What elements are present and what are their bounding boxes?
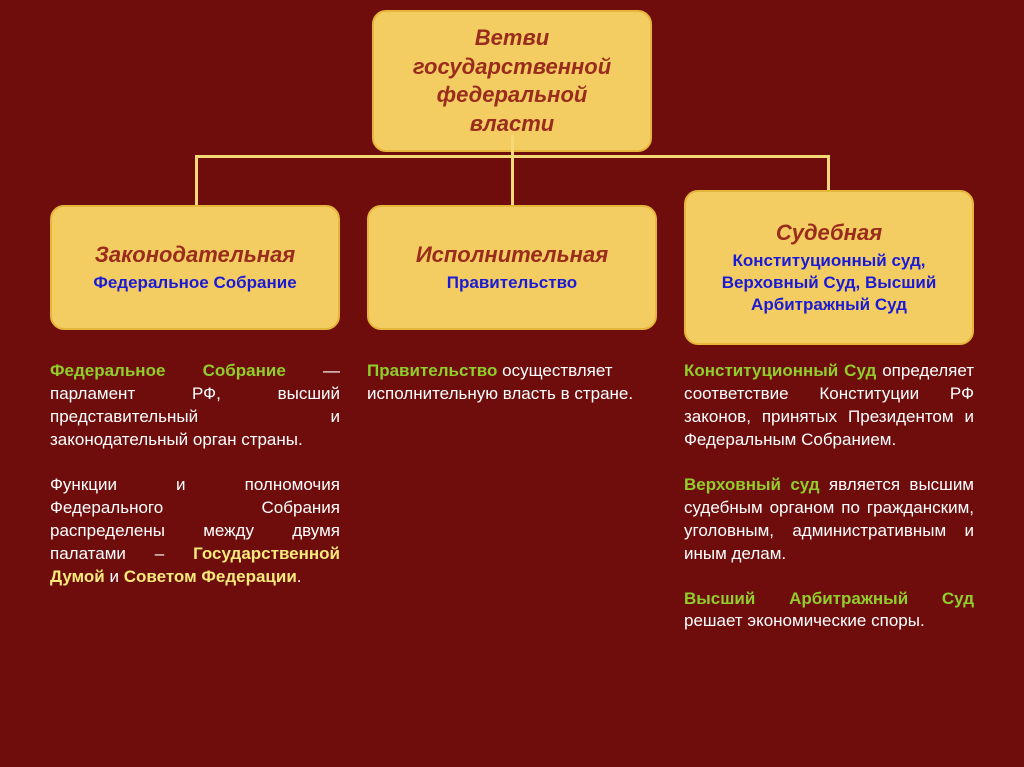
connector [511,155,514,205]
root-node: Ветви государственной федеральной власти [372,10,652,152]
text: . [297,567,302,586]
text: решает экономические споры. [684,611,925,630]
branch-executive: Исполнительная Правительство [367,205,657,330]
branch-subtitle: Федеральное Собрание [66,272,324,294]
branch-legislative: Законодательная Федеральное Собрание [50,205,340,330]
highlight: Советом Федерации [124,567,297,586]
branch-title: Законодательная [66,241,324,270]
connector [511,135,514,155]
paragraph: Правительство осуществляет исполнительну… [367,360,657,406]
paragraph: Федеральное Собрание — парламент РФ, выс… [50,360,340,452]
column-judicial-text: Конституционный Суд определяет соответст… [684,360,974,655]
root-title: Ветви государственной федеральной власти [413,25,611,136]
branch-judicial: Судебная Конституционный суд, Верховный … [684,190,974,345]
paragraph: Высший Арбитражный Суд решает экономичес… [684,588,974,634]
highlight: Верховный суд [684,475,820,494]
connector [827,155,830,190]
column-legislative-text: Федеральное Собрание — парламент РФ, выс… [50,360,340,610]
paragraph: Функции и полномочия Федерального Собран… [50,474,340,589]
branch-subtitle: Конституционный суд, Верховный Суд, Высш… [700,250,958,316]
branch-title: Судебная [700,219,958,248]
text: и [105,567,124,586]
diagram-container: Ветви государственной федеральной власти… [0,0,1024,767]
highlight: Высший Арбитражный Суд [684,589,974,608]
branch-subtitle: Правительство [383,272,641,294]
paragraph: Конституционный Суд определяет соответст… [684,360,974,452]
highlight: Конституционный Суд [684,361,876,380]
paragraph: Верховный суд является высшим судебным о… [684,474,974,566]
branch-title: Исполнительная [383,241,641,270]
highlight: Правительство [367,361,497,380]
connector [195,155,198,205]
highlight: Федеральное Собрание [50,361,286,380]
column-executive-text: Правительство осуществляет исполнительну… [367,360,657,428]
